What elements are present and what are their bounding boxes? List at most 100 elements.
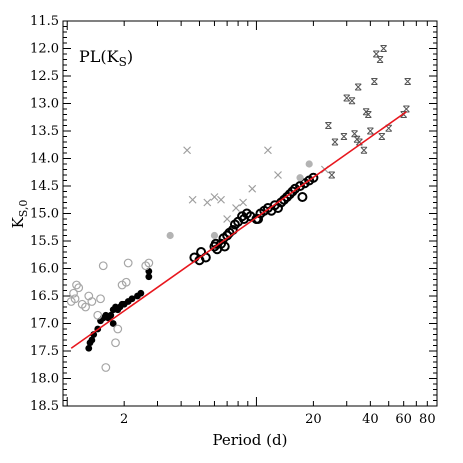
cross-stroke [380, 45, 387, 52]
point-cross [217, 195, 225, 204]
point-cross [232, 204, 240, 212]
point-cross [183, 146, 192, 155]
point-cross [188, 195, 197, 204]
cross-stroke [183, 146, 192, 155]
fit-line-group [70, 111, 407, 349]
cross-stroke [232, 204, 240, 212]
cross-stroke [354, 83, 362, 91]
y-tick-label: 13.5 [30, 124, 59, 139]
panel-label-main: PL(K [79, 47, 120, 66]
point-open-circle-gray [98, 261, 108, 271]
cross-stroke [367, 127, 374, 135]
point-open-circle [281, 192, 292, 202]
y-tick-label: 12.5 [30, 69, 59, 84]
cross-stroke [376, 56, 384, 63]
y-tick-label: 18.5 [30, 399, 59, 414]
y-tick-label: 14.5 [30, 179, 59, 194]
cross-stroke [371, 78, 378, 85]
point-open-circle-gray [113, 324, 123, 334]
point-star-cross [367, 127, 374, 135]
point-star-cross [343, 94, 351, 102]
y-tick-label: 12.0 [30, 42, 59, 57]
y-tick-label: 15.0 [30, 207, 59, 222]
y-tick-label: 16.5 [30, 289, 59, 304]
cross-stroke [263, 146, 272, 155]
point-filled-circle [128, 295, 136, 303]
point-open-circle-gray [93, 310, 103, 320]
y-tick-label: 16.0 [30, 262, 59, 277]
fit-line [70, 111, 407, 349]
axis-ticks [63, 20, 438, 407]
point-open-circle [308, 172, 319, 183]
cross-stroke [217, 195, 225, 204]
point-open-circle-gray [74, 283, 84, 293]
point-star-cross [328, 171, 336, 179]
panel-label-sub: S [119, 55, 127, 69]
panel-label: PL(KS) [79, 47, 133, 69]
point-open-circle-gray [101, 363, 111, 372]
y-axis-title: KS,0 [9, 200, 30, 229]
point-filled-circle [137, 289, 145, 297]
y-tick-label: 15.5 [30, 234, 59, 249]
x-tick-label: 2 [120, 412, 128, 427]
cross-stroke [248, 184, 257, 193]
y-tick-label: 17.0 [30, 317, 59, 332]
cross-stroke [403, 105, 410, 113]
point-cross [203, 198, 212, 207]
cross-stroke [348, 97, 356, 105]
point-star-cross [354, 83, 362, 91]
point-star-cross [364, 111, 372, 118]
x-tick-label: 60 [395, 412, 412, 427]
point-filled-circle [107, 311, 115, 319]
point-open-circle [284, 189, 295, 200]
cross-stroke [188, 195, 197, 204]
y-tick-label: 17.5 [30, 344, 59, 359]
point-star-cross [340, 133, 348, 140]
cross-stroke [331, 138, 339, 146]
cross-stroke [210, 193, 219, 201]
y-axis-title-sub: S,0 [17, 200, 30, 218]
point-cross [210, 193, 219, 201]
panel-label-close: ) [127, 47, 133, 66]
point-open-circle-gray [96, 294, 105, 304]
cross-stroke [343, 94, 351, 102]
point-cross [274, 171, 282, 179]
point-open-circle-gray [123, 258, 133, 268]
point-star-cross [403, 105, 410, 113]
point-star-cross [404, 78, 412, 85]
data-points [66, 45, 412, 372]
point-filled-circle-gray [305, 160, 313, 168]
cross-stroke [328, 171, 336, 179]
cross-stroke [356, 138, 363, 146]
cross-stroke [385, 124, 393, 132]
x-tick-label: 40 [362, 412, 379, 427]
point-star-cross [331, 138, 339, 146]
cross-stroke [404, 78, 412, 85]
point-cross [263, 146, 272, 155]
point-star-cross [325, 122, 332, 129]
cross-stroke [364, 111, 372, 118]
point-cross [239, 198, 248, 207]
y-tick-label: 14.0 [30, 152, 59, 167]
point-filled-circle-gray [166, 231, 174, 240]
point-open-circle [290, 183, 301, 194]
point-open-circle-gray [70, 294, 80, 304]
y-tick-label: 18.0 [30, 372, 59, 387]
point-filled-circle-gray [210, 231, 219, 240]
point-open-circle-gray [87, 297, 97, 306]
point-star-cross [348, 97, 356, 105]
cross-stroke [274, 171, 282, 179]
x-axis-title: Period (d) [213, 431, 288, 449]
point-filled-circle-gray [296, 174, 304, 182]
point-open-circle-gray [121, 277, 131, 287]
point-star-cross [376, 56, 384, 63]
point-star-cross [360, 146, 368, 154]
point-open-circle-gray [81, 302, 90, 312]
point-star-cross [380, 45, 387, 52]
axis-tick-labels: 11.5 12.0 12.5 13.0 13.5 14.0 14.5 15.0 15.5 16.0… [30, 14, 436, 427]
point-star-cross [371, 78, 378, 85]
point-open-circle-gray [69, 288, 78, 298]
x-tick-label: 80 [419, 412, 436, 427]
point-open-circle [297, 192, 308, 202]
point-filled-circle [109, 320, 117, 327]
